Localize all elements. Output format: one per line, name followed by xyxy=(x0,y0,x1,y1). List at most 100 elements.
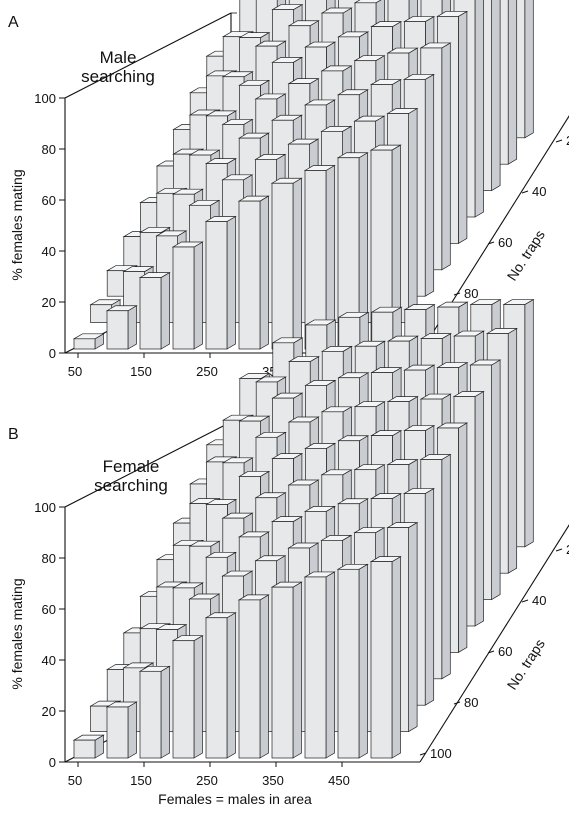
bar xyxy=(171,241,204,350)
bar-side xyxy=(408,107,418,324)
bar xyxy=(237,594,270,759)
bar-front xyxy=(73,338,96,350)
bar-side xyxy=(160,665,170,759)
bar-side xyxy=(292,581,302,759)
depth-tick-label: 40 xyxy=(532,593,546,608)
bar-side xyxy=(193,241,203,350)
depth-tick-mark xyxy=(521,190,529,194)
bars xyxy=(72,298,535,759)
depth-tick-label: 20 xyxy=(566,133,569,148)
bar-front xyxy=(271,182,294,350)
depth-tick-mark xyxy=(419,752,427,756)
chart-title-line: searching xyxy=(94,476,168,495)
bar-front xyxy=(172,640,195,759)
panel-letter: B xyxy=(8,426,19,443)
bar-front xyxy=(370,561,393,759)
bar xyxy=(72,333,105,350)
y-tick-label: 40 xyxy=(42,244,56,259)
depth-tick-label: 80 xyxy=(464,695,478,710)
depth-tick-mark xyxy=(521,599,529,603)
bar xyxy=(105,305,138,350)
y-tick-label: 20 xyxy=(42,704,56,719)
depth-tick-label: 20 xyxy=(566,542,569,557)
bar xyxy=(72,734,105,759)
y-tick-label: 60 xyxy=(42,193,56,208)
bar-side xyxy=(424,73,435,297)
bar-side xyxy=(441,42,451,271)
bar xyxy=(303,571,336,759)
chart-title-line: Female xyxy=(103,457,160,476)
y-tick-label: 40 xyxy=(42,653,56,668)
bar-side xyxy=(524,298,534,548)
bar xyxy=(336,152,369,350)
depth-tick-mark xyxy=(487,241,495,245)
bar-side xyxy=(408,521,418,733)
bar-side xyxy=(160,271,170,350)
y-tick-label: 100 xyxy=(34,500,56,515)
bar xyxy=(204,612,237,759)
y-tick-label: 100 xyxy=(34,91,56,106)
bars xyxy=(72,0,534,350)
bar-side xyxy=(259,195,269,350)
bar-front xyxy=(337,568,360,759)
chart-title: Male searching xyxy=(81,48,155,86)
bar-side xyxy=(226,612,236,759)
depth-tick-label: 80 xyxy=(464,286,478,301)
bar-front xyxy=(205,617,228,759)
x-tick-label: 250 xyxy=(196,364,218,379)
bar-front xyxy=(304,576,327,759)
depth-tick-label: 100 xyxy=(430,746,452,761)
bar-side xyxy=(524,0,534,139)
chart-title-line: searching xyxy=(81,67,155,86)
depth-tick-mark xyxy=(555,139,563,143)
bar-side xyxy=(391,556,401,759)
y-tick-label: 80 xyxy=(42,142,56,157)
bar-front xyxy=(172,246,195,350)
depth-tick-label: 40 xyxy=(532,184,546,199)
bar xyxy=(171,635,204,759)
depth-tick-mark xyxy=(453,701,461,705)
bar-side xyxy=(193,635,203,759)
depth-tick-mark xyxy=(487,650,495,654)
bar-front xyxy=(106,706,129,759)
bar-side xyxy=(507,0,518,165)
bar-side xyxy=(127,305,137,350)
bar-side xyxy=(441,453,451,680)
bar xyxy=(270,581,303,759)
bar xyxy=(138,665,171,759)
y-tick-label: 20 xyxy=(42,295,56,310)
panel-a: A Male searching 0 20 40 60 80 100 % females mati… xyxy=(8,0,569,379)
chart-title-line: Male xyxy=(100,48,137,67)
bar-front xyxy=(205,221,228,350)
bar-side xyxy=(226,215,236,350)
bar xyxy=(237,195,270,350)
bar xyxy=(369,144,402,350)
x-axis-label: Females = males in area xyxy=(158,791,312,807)
bar-front xyxy=(238,599,261,759)
y-tick-label: 0 xyxy=(49,755,56,770)
y-tick-label: 0 xyxy=(49,346,56,361)
depth-tick-mark xyxy=(555,548,563,552)
depth-tick-label: 60 xyxy=(498,235,512,250)
bar-side xyxy=(292,177,302,350)
y-axis-label: % females mating xyxy=(9,169,25,280)
y-tick-label: 80 xyxy=(42,551,56,566)
bar xyxy=(105,701,138,759)
bar-side xyxy=(491,359,501,601)
bar-front xyxy=(106,310,129,350)
bar xyxy=(138,271,171,350)
chart-title: Female searching xyxy=(94,457,168,495)
bar-side xyxy=(507,327,518,574)
x-tick-label: 150 xyxy=(130,364,152,379)
bar-side xyxy=(424,487,435,706)
x-tick-label: 150 xyxy=(130,773,152,788)
panel-b: B Female searching 0 20 40 60 80 100 % females ma… xyxy=(8,298,569,807)
bar xyxy=(270,177,303,350)
bar-side xyxy=(325,571,335,759)
depth-tick-mark xyxy=(453,292,461,296)
y-tick-label: 60 xyxy=(42,602,56,617)
bar-side xyxy=(491,0,501,192)
bar-front xyxy=(73,739,96,759)
bar xyxy=(336,563,369,759)
